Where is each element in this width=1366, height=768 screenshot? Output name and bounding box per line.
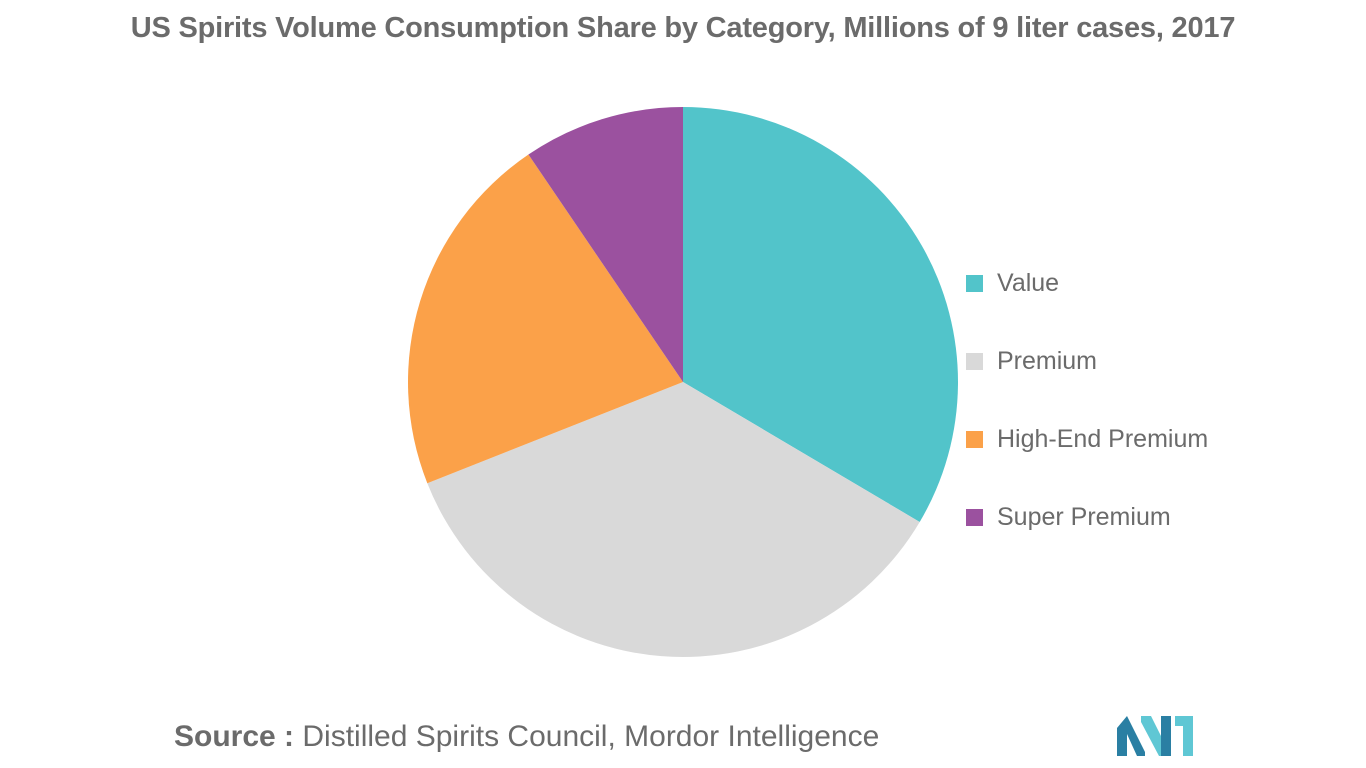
legend-swatch-high-end-premium	[966, 430, 983, 448]
legend-item-premium: Premium	[966, 322, 1208, 400]
pie-slice-premium	[427, 382, 920, 657]
source-text: Distilled Spirits Council, Mordor Intell…	[302, 720, 880, 753]
legend-swatch-super-premium	[966, 508, 983, 526]
chart-title: US Spirits Volume Consumption Share by C…	[130, 12, 1236, 44]
legend-label-high-end-premium: High-End Premium	[997, 424, 1209, 453]
pie-slice-super-premium	[528, 107, 683, 382]
legend-swatch-value	[966, 274, 983, 292]
legend-label-super-premium: Super Premium	[997, 502, 1171, 531]
legend-item-super-premium: Super Premium	[966, 478, 1208, 556]
legend-label-premium: Premium	[997, 346, 1098, 375]
legend-swatch-premium	[966, 352, 983, 370]
source-note: Source : Distilled Spirits Council, Mord…	[174, 720, 879, 754]
legend-item-value: Value	[966, 244, 1208, 322]
pie-slice-high-end-premium	[408, 154, 683, 484]
chart-legend: Value Premium High-End Premium Super Premiu…	[966, 244, 1208, 556]
pie-slice-value	[683, 107, 958, 522]
mordor-intelligence-logo-icon	[1117, 716, 1193, 756]
source-prefix: Source :	[174, 720, 295, 753]
legend-item-high-end-premium: High-End Premium	[966, 400, 1208, 478]
legend-label-value: Value	[997, 268, 1060, 297]
